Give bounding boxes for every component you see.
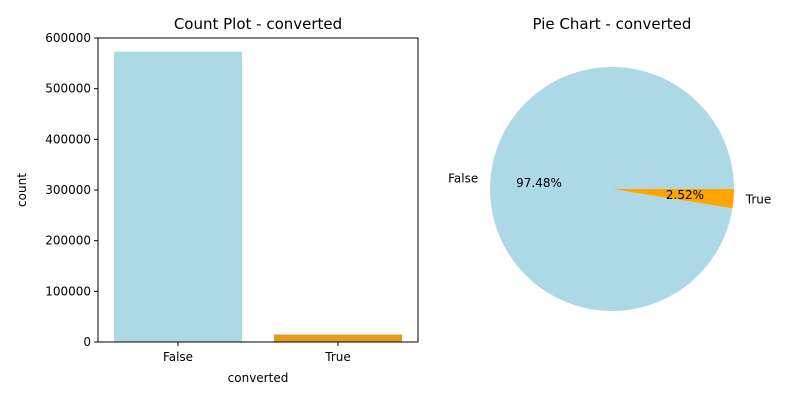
bar-chart-title: Count Plot - converted (174, 15, 342, 33)
y-tick-label: 400000 (45, 132, 91, 146)
y-axis-ticks: 0 100000 200000 300000 400000 500000 600000 (45, 31, 98, 349)
pie-pct-true: 2.52% (666, 188, 704, 202)
y-tick-label: 100000 (45, 284, 91, 298)
x-tick-label: False (163, 350, 193, 364)
x-axis-ticks: False True (163, 342, 351, 364)
pie-pct-false: 97.48% (516, 176, 562, 190)
y-tick-label: 500000 (45, 82, 91, 96)
bar-false (114, 51, 242, 343)
pie-chart-title: Pie Chart - converted (533, 15, 692, 33)
bar-true (274, 334, 402, 342)
x-tick-label: True (324, 350, 351, 364)
pie-label-true: True (745, 193, 772, 207)
y-tick-label: 300000 (45, 183, 91, 197)
y-axis-label: count (15, 173, 29, 207)
y-tick-label: 200000 (45, 234, 91, 248)
x-axis-label: converted (228, 371, 289, 385)
y-tick-label: 600000 (45, 31, 91, 45)
pie-slices: False 97.48% True 2.52% (448, 66, 772, 311)
pie-label-false: False (448, 171, 478, 185)
pie-slice-true (612, 189, 734, 209)
pie-chart: Pie Chart - converted False 97.48% True 2.5… (448, 15, 771, 311)
count-plot: Count Plot - converted 0 100000 200000 3000… (15, 15, 419, 385)
bar-marks (114, 51, 402, 343)
y-tick-label: 0 (83, 335, 91, 349)
pie-slice-false (489, 66, 734, 311)
